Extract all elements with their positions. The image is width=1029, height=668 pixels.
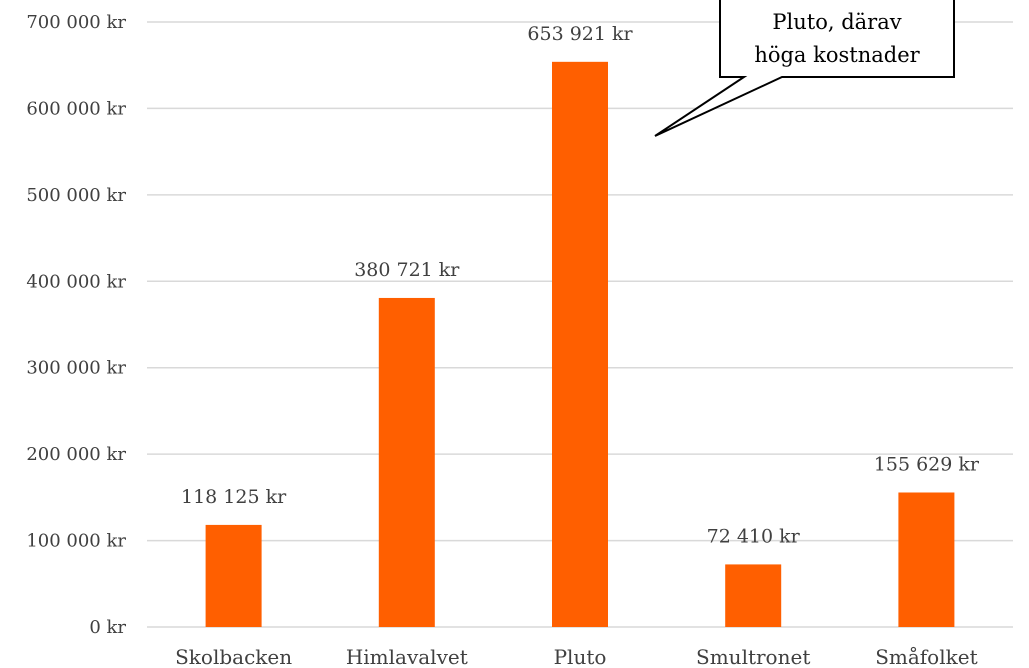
y-axis-tick-labels: 0 kr 100 000 kr 200 000 kr 300 000 kr 400 00… xyxy=(26,12,126,638)
x-axis-category-labels: Skolbacken Himlavalvet Pluto Smultronet Småf… xyxy=(175,645,978,668)
x-category-label: Skolbacken xyxy=(175,645,292,668)
data-label: 653 921 kr xyxy=(527,23,633,45)
bars xyxy=(205,61,955,627)
callout-text-line-1: Pluto, därav xyxy=(772,10,901,34)
y-tick-label: 400 000 kr xyxy=(26,271,126,292)
y-tick-label: 0 kr xyxy=(89,617,126,638)
callout-annotation: Pluto, därav höga kostnader xyxy=(654,0,955,137)
data-label: 380 721 kr xyxy=(354,259,460,281)
data-label: 118 125 kr xyxy=(181,486,287,508)
x-category-label: Pluto xyxy=(554,645,607,668)
callout-text-line-2: höga kostnader xyxy=(754,43,920,67)
bar xyxy=(378,297,435,627)
data-label: 72 410 kr xyxy=(707,525,801,547)
y-tick-label: 700 000 kr xyxy=(26,12,126,33)
y-tick-label: 500 000 kr xyxy=(26,185,126,206)
bar xyxy=(205,524,262,627)
y-tick-label: 100 000 kr xyxy=(26,531,126,552)
y-tick-label: 300 000 kr xyxy=(26,358,126,379)
bar xyxy=(552,61,608,627)
bar xyxy=(898,492,955,627)
y-tick-label: 600 000 kr xyxy=(26,98,126,119)
y-tick-label: 200 000 kr xyxy=(26,444,126,465)
bar xyxy=(725,564,782,627)
x-category-label: Smultronet xyxy=(696,645,810,668)
data-labels: 118 125 kr 380 721 kr 653 921 kr 72 410 kr 1… xyxy=(181,23,980,548)
x-category-label: Småfolket xyxy=(875,645,977,668)
x-category-label: Himlavalvet xyxy=(346,645,468,668)
callout-bubble xyxy=(654,0,955,137)
data-label: 155 629 kr xyxy=(874,453,980,475)
